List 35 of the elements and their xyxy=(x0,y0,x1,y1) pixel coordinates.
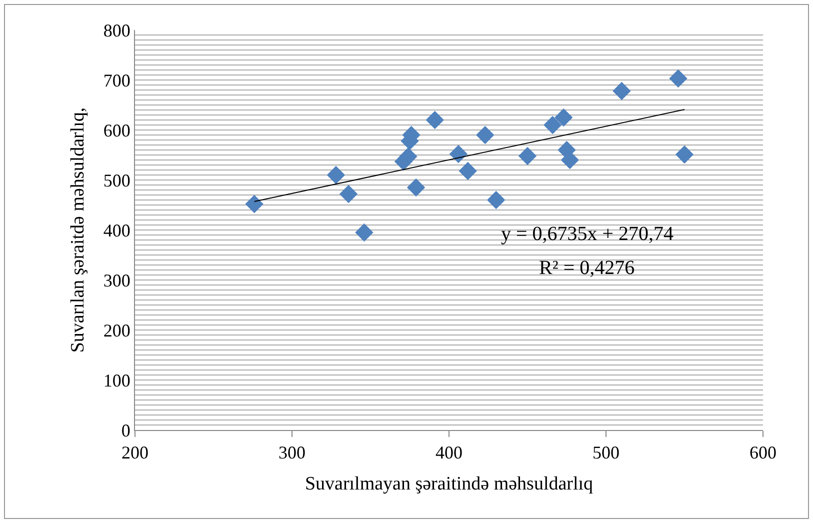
annotation: R² = 0,4276 xyxy=(539,257,635,279)
y-axis-title: Suvarılan şəraitdə məhsuldarlıq, xyxy=(67,107,88,353)
x-axis-title: Suvarılmayan şəraitində məhsuldarlıq xyxy=(304,473,594,494)
point xyxy=(669,69,688,88)
point xyxy=(612,82,631,100)
annotation: y = 0,6735x + 270,74 xyxy=(501,223,674,245)
point xyxy=(487,190,506,210)
x-tick-label: 500 xyxy=(592,442,620,463)
point xyxy=(399,147,418,166)
point xyxy=(339,184,358,204)
point xyxy=(458,162,477,180)
point xyxy=(544,116,562,134)
point xyxy=(326,166,346,184)
x-tick-label: 200 xyxy=(122,442,148,463)
point xyxy=(554,108,573,127)
y-tick-label: 600 xyxy=(103,120,130,140)
y-tick-label: 800 xyxy=(103,20,130,40)
x-tick-label: 400 xyxy=(436,442,462,463)
x-tick-label: 300 xyxy=(278,442,306,463)
x-tick-label: 600 xyxy=(750,442,776,463)
point xyxy=(675,145,694,164)
point xyxy=(406,178,426,197)
y-tick-label: 400 xyxy=(103,220,130,240)
point xyxy=(476,126,494,144)
y-tick-label: 0 xyxy=(121,420,130,440)
point xyxy=(518,146,537,166)
point xyxy=(355,223,374,242)
y-tick-label: 200 xyxy=(103,320,130,340)
y-tick-label: 100 xyxy=(103,370,130,390)
y-tick-label: 300 xyxy=(103,270,130,290)
point xyxy=(426,110,444,130)
y-tick-label: 700 xyxy=(103,70,130,90)
y-tick-label: 500 xyxy=(103,170,130,190)
point xyxy=(245,194,264,214)
point xyxy=(449,144,468,164)
